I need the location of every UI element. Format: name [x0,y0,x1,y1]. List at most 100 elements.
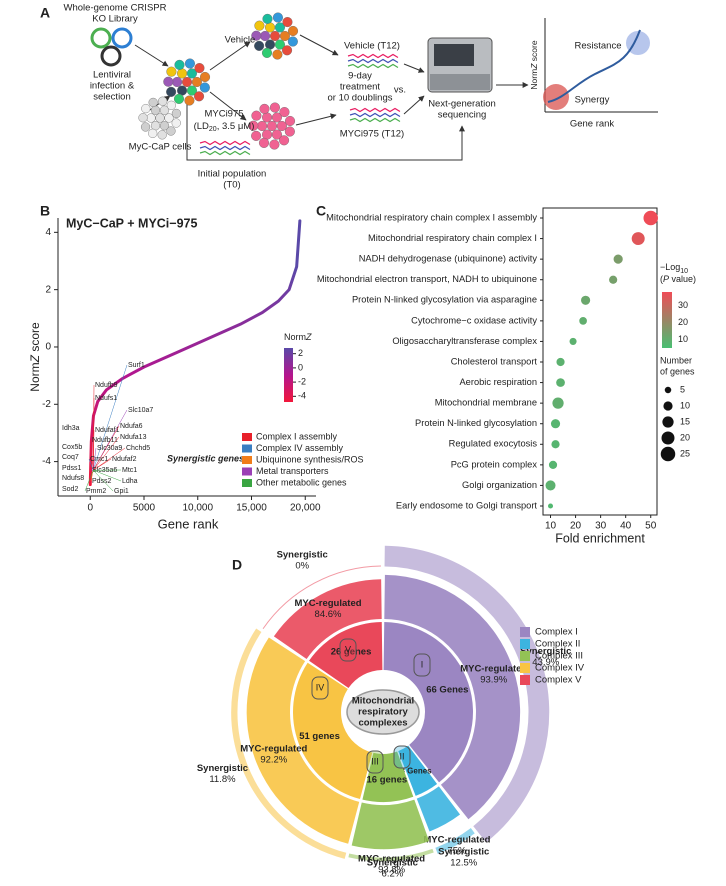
ring-value: 11.8% [209,774,236,785]
color-legend-label: 10 [678,334,688,344]
diagram-label: (T0) [223,180,240,191]
diagram-label: MYCi975 [204,109,243,120]
diagram-label: Gene rank [570,119,615,130]
legend-label: Metal transporters [256,466,329,476]
center-label: Mitochondrial [352,696,414,707]
legend-swatch [242,467,252,476]
leader-line [93,436,120,471]
y-tick-label: NADH dehydrogenase (ubiquinone) activity [359,254,538,264]
legend-swatch [520,663,530,673]
ring-name: Synergistic [277,550,328,561]
cell [158,96,168,106]
arrow [209,91,247,121]
dot [631,232,645,246]
y-axis-title: NormZ score [28,322,42,392]
leader-line [93,458,112,471]
gene-count-label: 66 Genes [426,685,468,696]
sequencer-screen [434,44,474,66]
gene-label: Ndufaf1 [95,427,120,434]
diagram-label: sequencing [438,110,487,121]
diagram-shapes [90,18,658,161]
cell [186,68,197,79]
dna-strand [199,145,251,151]
color-legend-label: 20 [678,317,688,327]
cell [274,22,285,33]
gene-label: Mtc1 [122,467,137,474]
gene-count-label: 26 genes [331,646,372,657]
legend-label: Complex I assembly [256,431,338,441]
ring-value: 12.5% [450,858,477,869]
diagram-label: MyC-CaP cells [129,142,192,153]
dot [556,357,565,367]
cell [184,58,195,69]
leader-line [93,364,128,471]
y-tick-label: Protein N-linked glycosylation [415,418,537,428]
plasmid [111,27,133,49]
dot [552,397,564,409]
leader-line [93,447,126,471]
cell [287,36,298,47]
size-legend-dot [663,401,673,411]
diagram-label-part: score [529,40,539,63]
diagram-label: selection [93,92,131,103]
leader-line [93,469,122,482]
legend-label: Complex III [535,651,583,662]
cell [279,107,290,118]
gene-label: Ndufs1 [95,395,117,402]
gene-label: Cmc1 [90,456,108,463]
cell [254,40,265,51]
gene-segment [362,751,414,802]
cell [199,82,210,93]
cell [261,47,273,58]
diagram-label: Vehicle [225,35,256,46]
ring-value: 84.6% [315,609,342,620]
dna-strand [349,117,401,123]
cell [282,17,293,28]
arrow [134,44,169,67]
myc-segment [351,799,430,850]
diagram-label: Initial population [198,169,267,180]
x-tick-label: 15,000 [236,503,267,514]
complex-icon-label: V [345,644,351,654]
diagram-label-part: Z [529,63,539,70]
legend-title-part: ( [660,274,663,284]
ring-value: 6.2% [382,869,404,880]
synergistic-segment [435,828,475,854]
gene-segment [398,745,438,796]
colorbar-tick-label: 2 [298,348,303,358]
cell [279,30,290,42]
legend-label: Ubiquinone synthesis/ROS [256,454,364,464]
cell [140,122,151,132]
y-tick-label: Mitochondrial respiratory chain complex … [326,212,537,222]
gene-label: Coq7 [62,454,79,461]
complex-icon [393,745,411,769]
x-axis-title: Fold enrichment [555,531,645,545]
cell [138,113,148,123]
y-tick-label: Early endosome to Golgi transport [396,500,537,510]
cell [155,113,165,123]
y-tick-label: Mitochondrial respiratory chain complex … [368,233,537,243]
ring-name: MYC-regulated [460,664,527,675]
dna-strand [347,58,399,64]
cell [282,45,293,56]
legend-label: Complex IV [535,663,585,674]
panel-label: D [232,557,242,573]
cell [166,86,177,97]
y-tick-label: 4 [45,227,51,238]
cell [141,104,151,114]
cell [259,103,270,114]
plasmid [90,27,112,49]
color-legend-label: 30 [678,300,688,310]
leader-line [93,425,120,471]
complex-icon-label: IV [316,682,325,692]
colorbar-title: NormZ [284,332,312,342]
cell [287,25,299,37]
leader-line [84,470,94,492]
cell [181,76,193,88]
ring-value: 75% [447,845,467,856]
cell [266,120,278,132]
synergistic-segment [231,628,347,859]
y-tick-label: Mitochondrial electron transport, NADH t… [317,274,537,284]
size-legend-dot [662,416,674,428]
dot [569,337,577,345]
